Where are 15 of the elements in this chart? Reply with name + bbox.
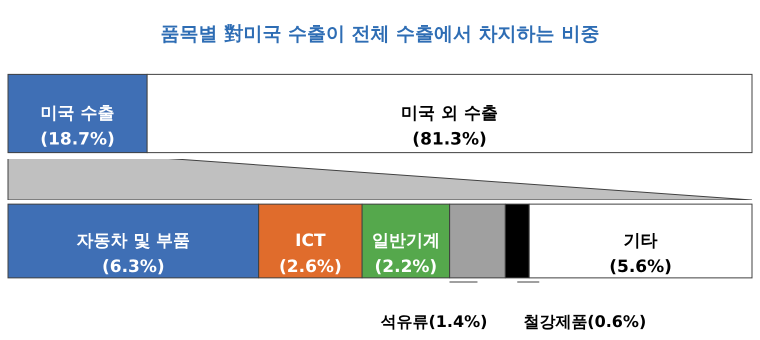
- data-label: (18.7%): [40, 130, 115, 150]
- data-label: (6.3%): [102, 257, 165, 277]
- data-label: (81.3%): [412, 130, 487, 150]
- data-label: (2.2%): [374, 257, 438, 277]
- series-label: 미국 수출: [40, 104, 115, 124]
- series-label: 기타: [624, 231, 658, 251]
- text: 철강제품(0.6%): [523, 312, 646, 331]
- text: 석유류(1.4%): [380, 312, 488, 331]
- data-label: (5.6%): [609, 257, 672, 277]
- series-label: 미국 외 수출: [401, 104, 498, 124]
- data-label: (2.6%): [279, 257, 342, 277]
- series-label: 자동차 및 부품: [76, 231, 190, 251]
- series-label: 일반기계: [372, 231, 440, 251]
- series-label: ICT: [295, 231, 326, 251]
- chart-title: 품목별 對미국 수출이 전체 수출에서 차지하는 비중: [160, 23, 600, 45]
